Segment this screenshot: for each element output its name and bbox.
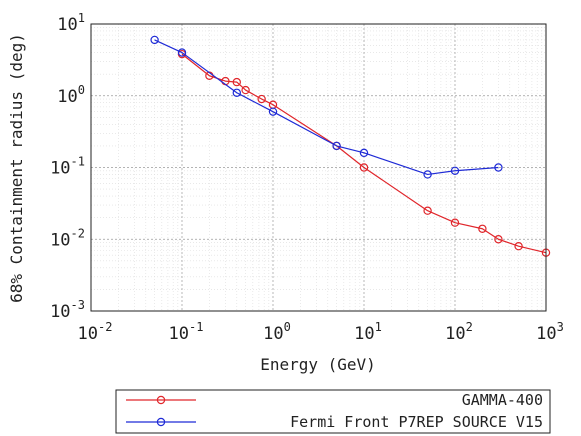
y-axis-label: 68% Containment radius (deg) (7, 33, 26, 303)
x-tick-labels: 10-2 10-1 100 101 102 103 (78, 320, 564, 344)
x-tick-label: 10-2 (78, 320, 113, 344)
x-tick-label: 102 (445, 320, 473, 344)
x-tick-label: 100 (263, 320, 291, 344)
y-tick-label: 100 (57, 83, 85, 107)
series-layer (150, 35, 551, 257)
data-point-1 (268, 107, 278, 116)
data-point-0 (450, 218, 460, 227)
legend-box (115, 389, 551, 434)
legend-swatch-marker-gamma400 (156, 395, 166, 405)
x-tick-label: 101 (354, 320, 382, 344)
data-point-0 (257, 94, 266, 104)
legend-label-fermi: Fermi Front P7REP SOURCE V15 (290, 413, 543, 431)
legend-entry-fermi: Fermi Front P7REP SOURCE V15 (126, 413, 543, 431)
data-point-0 (232, 77, 241, 87)
data-point-1 (150, 35, 159, 45)
y-tick-label: 101 (57, 11, 85, 35)
data-point-0 (241, 85, 250, 95)
series-line-1 (154, 39, 499, 176)
data-point-0 (494, 235, 503, 244)
legend-swatch-marker-fermi (156, 417, 166, 427)
plot-background (91, 24, 546, 311)
legend: GAMMA-400 Fermi Front P7REP SOURCE V15 (115, 389, 551, 434)
y-tick-label: 10-2 (50, 226, 85, 250)
series-1 (150, 35, 503, 179)
y-tick-label: 10-3 (50, 298, 85, 322)
legend-entry-gamma400: GAMMA-400 (126, 391, 543, 409)
data-point-1 (332, 141, 341, 151)
data-point-1 (359, 148, 369, 158)
data-point-1 (450, 166, 460, 175)
data-point-1 (423, 170, 432, 179)
x-axis-label: Energy (GeV) (260, 355, 376, 374)
data-point-0 (359, 163, 369, 172)
data-point-0 (478, 224, 487, 233)
data-point-1 (232, 88, 241, 97)
minor-grid (91, 24, 546, 311)
x-tick-label: 10-1 (169, 320, 204, 344)
data-point-1 (177, 48, 187, 57)
y-tick-labels: 10-3 10-2 10-1 100 101 (50, 11, 85, 322)
x-tick-label: 103 (536, 320, 564, 344)
data-point-1 (494, 163, 503, 172)
legend-label-gamma400: GAMMA-400 (462, 391, 543, 409)
plot-frame (90, 23, 547, 312)
data-point-0 (423, 206, 432, 215)
data-point-0 (514, 242, 523, 251)
y-tick-label: 10-1 (50, 155, 85, 179)
